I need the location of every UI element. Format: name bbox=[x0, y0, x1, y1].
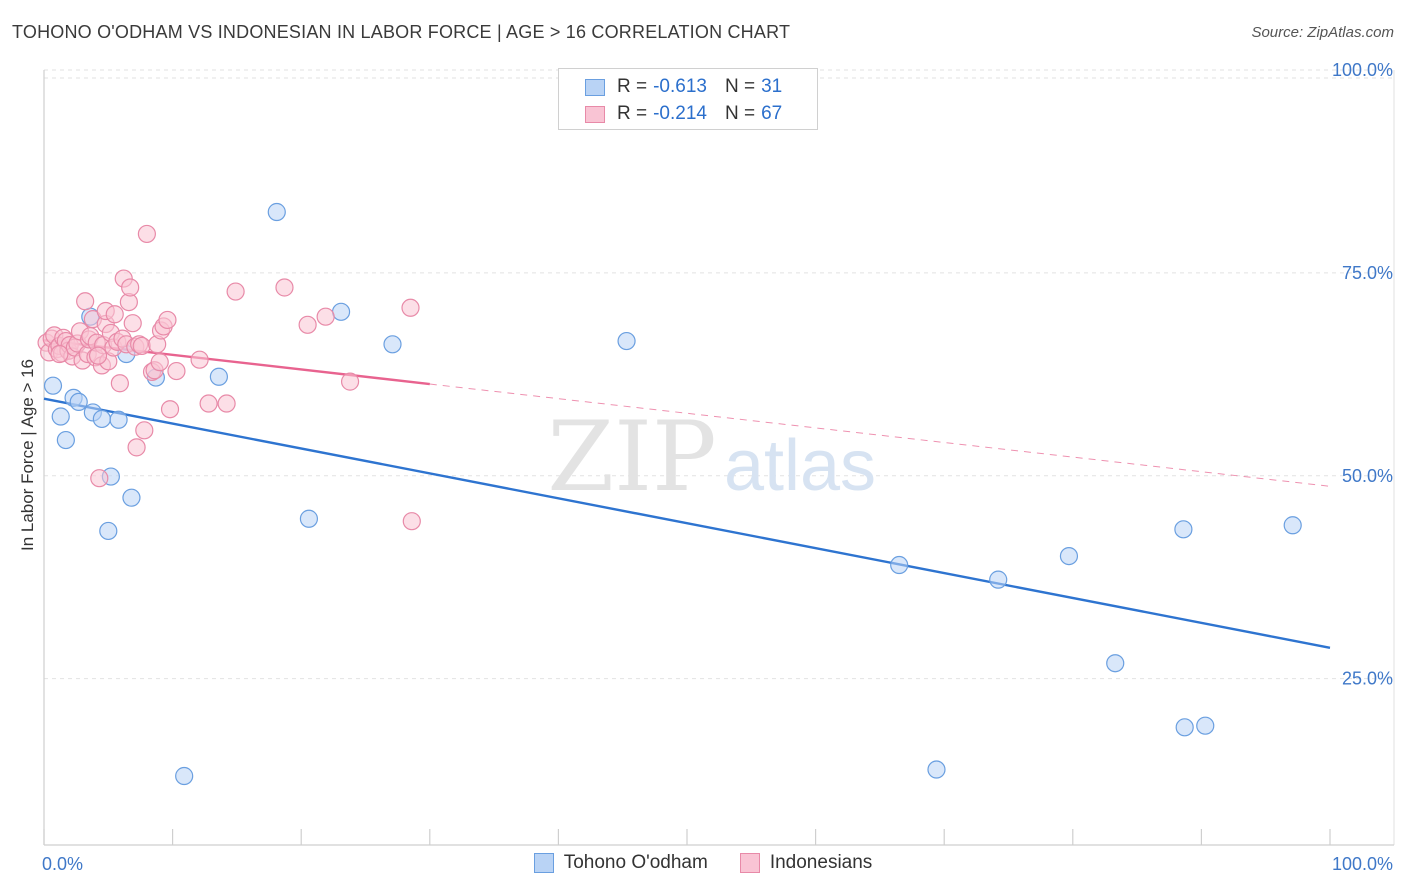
x-tick-label: 0.0% bbox=[42, 854, 83, 874]
watermark: ZIP atlas bbox=[547, 401, 876, 513]
data-point bbox=[105, 305, 124, 324]
data-point bbox=[90, 469, 109, 488]
data-point bbox=[150, 353, 169, 372]
data-point bbox=[226, 282, 245, 301]
legend-item-indonesians[interactable]: Indonesians bbox=[739, 852, 873, 874]
legend-n-value: 67 bbox=[761, 103, 783, 124]
data-point bbox=[190, 350, 209, 369]
data-point bbox=[1175, 718, 1194, 737]
data-point bbox=[299, 509, 319, 528]
y-tick-label: 100.0% bbox=[1332, 60, 1393, 80]
data-point bbox=[127, 438, 146, 457]
correlation-legend: R = -0.613 N = 31 R = -0.214 N = 67 bbox=[558, 68, 818, 130]
legend-label-indonesians: Indonesians bbox=[769, 852, 873, 873]
data-point bbox=[1196, 716, 1215, 735]
data-point bbox=[123, 314, 142, 333]
legend-r-label: R = bbox=[617, 103, 648, 124]
data-point bbox=[383, 335, 402, 354]
data-point bbox=[110, 374, 129, 393]
data-point bbox=[927, 760, 946, 779]
legend-n-label: N = bbox=[724, 103, 756, 124]
legend-row-tohono: R = -0.613 N = 31 bbox=[585, 75, 782, 99]
trend-line-extension bbox=[429, 383, 1331, 487]
data-point bbox=[217, 394, 236, 413]
data-point bbox=[137, 224, 156, 244]
y-tick-label: 25.0% bbox=[1342, 669, 1393, 689]
watermark-atlas: atlas bbox=[724, 426, 876, 506]
y-tick-label: 50.0% bbox=[1342, 466, 1393, 486]
legend-swatch-tohono bbox=[533, 853, 554, 873]
chart-source: Source: ZipAtlas.com bbox=[1251, 24, 1394, 41]
data-point bbox=[298, 315, 317, 334]
data-point bbox=[109, 410, 128, 429]
legend-r-value: -0.613 bbox=[653, 76, 707, 97]
legend-swatch-tohono bbox=[585, 78, 605, 96]
data-point bbox=[50, 344, 69, 364]
y-tick-label: 75.0% bbox=[1342, 263, 1393, 283]
legend-n-label: N = bbox=[724, 76, 756, 97]
data-point bbox=[402, 512, 421, 531]
data-point bbox=[121, 278, 140, 297]
data-point bbox=[88, 346, 108, 365]
data-point bbox=[267, 202, 286, 222]
data-point bbox=[92, 409, 111, 429]
data-point bbox=[331, 302, 351, 321]
data-point bbox=[316, 307, 335, 326]
axes bbox=[43, 70, 1394, 846]
data-point bbox=[617, 331, 636, 351]
data-point bbox=[890, 555, 909, 575]
data-point bbox=[43, 376, 63, 395]
watermark-zip: ZIP bbox=[547, 401, 716, 513]
data-point bbox=[51, 407, 70, 426]
data-point bbox=[175, 766, 194, 786]
data-point bbox=[160, 400, 180, 419]
data-points bbox=[37, 202, 1302, 786]
data-point bbox=[56, 430, 75, 450]
data-point bbox=[122, 488, 141, 507]
tick-labels: 25.0% 50.0% 75.0% 100.0% 0.0% 100.0% bbox=[42, 60, 1393, 874]
data-point bbox=[132, 336, 151, 356]
legend-swatch-indonesians bbox=[739, 853, 760, 873]
legend-label-tohono: Tohono O'odham bbox=[563, 852, 708, 873]
series-legend: Tohono O'odham Indonesians bbox=[0, 852, 1406, 874]
data-point bbox=[275, 278, 294, 297]
data-point bbox=[340, 372, 360, 391]
data-point bbox=[989, 570, 1008, 589]
y-axis-label: In Labor Force | Age > 16 bbox=[18, 358, 37, 552]
legend-row-indonesians: R = -0.214 N = 67 bbox=[585, 102, 782, 126]
data-point bbox=[1106, 654, 1125, 673]
data-point bbox=[1174, 520, 1193, 539]
data-point bbox=[99, 521, 118, 541]
data-point bbox=[167, 361, 186, 381]
data-point bbox=[1283, 516, 1302, 535]
legend-swatch-indonesians bbox=[585, 105, 605, 123]
legend-item-tohono[interactable]: Tohono O'odham bbox=[533, 852, 708, 874]
data-point bbox=[69, 392, 88, 412]
data-point bbox=[158, 310, 177, 330]
chart-title: TOHONO O'ODHAM VS INDONESIAN IN LABOR FO… bbox=[12, 22, 791, 42]
trend-line bbox=[43, 397, 1331, 649]
legend-r-value: -0.214 bbox=[653, 103, 707, 124]
data-point bbox=[76, 292, 95, 311]
data-point bbox=[199, 394, 218, 413]
legend-n-value: 31 bbox=[761, 76, 783, 97]
data-point bbox=[1059, 546, 1079, 566]
x-tick-label: 100.0% bbox=[1332, 854, 1393, 874]
legend-r-label: R = bbox=[617, 76, 648, 97]
data-point bbox=[209, 367, 228, 386]
data-point bbox=[401, 298, 420, 317]
data-point bbox=[135, 421, 154, 440]
